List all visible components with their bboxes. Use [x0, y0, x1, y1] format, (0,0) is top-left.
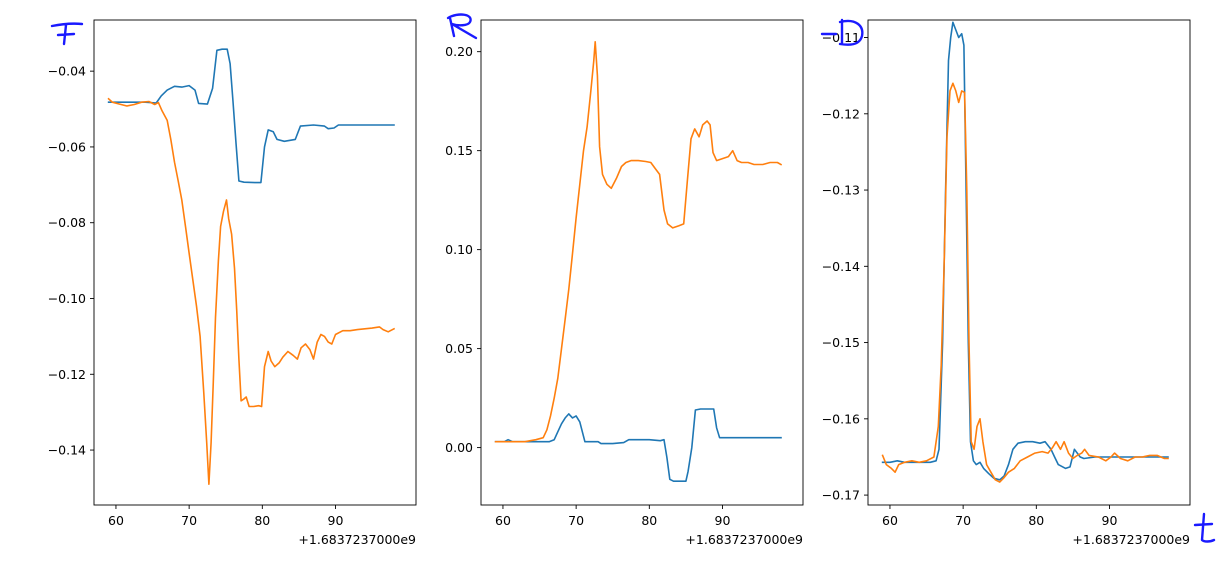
series-line-1-r — [494, 408, 782, 482]
series-line-2-f — [107, 97, 396, 485]
x-offset-label: +1.6837237000e9 — [1072, 532, 1190, 547]
y-tick-label: −0.16 — [822, 411, 860, 426]
chart-panel-r: 60 70 80 90 0.00 0.05 0.10 0.15 0.20 +1.683723700… — [445, 19, 804, 547]
x-tick-label: 60 — [108, 513, 124, 528]
x-tick-label: 70 — [955, 513, 971, 528]
y-tick-label: −0.14 — [48, 443, 86, 458]
x-tick-label: 80 — [254, 513, 270, 528]
x-tick-label: 80 — [1028, 513, 1044, 528]
x-offset-label: +1.6837237000e9 — [298, 532, 416, 547]
plot-frame-d — [867, 19, 1191, 506]
x-tick-label: 70 — [181, 513, 197, 528]
x-offset-label: +1.6837237000e9 — [685, 532, 803, 547]
x-tick-label: 90 — [328, 513, 344, 528]
y-tick-label: −0.10 — [48, 291, 86, 306]
y-tick-label: 0.00 — [445, 440, 473, 455]
series-line-1-d — [881, 21, 1169, 481]
handwritten-label-r — [446, 13, 478, 40]
x-tick-label: 90 — [1102, 513, 1118, 528]
y-tick-label: 0.05 — [445, 341, 473, 356]
y-tick-label: −0.17 — [822, 488, 860, 503]
x-tick-label: 70 — [568, 513, 584, 528]
y-tick-label: −0.15 — [822, 335, 860, 350]
y-tick-label: 0.15 — [445, 143, 473, 158]
x-tick-label: 60 — [495, 513, 511, 528]
y-tick-label: −0.06 — [48, 139, 86, 154]
y-tick-label: −0.13 — [822, 183, 860, 198]
y-tick-label: −0.12 — [48, 367, 86, 382]
series-line-2-d — [881, 82, 1169, 483]
plot-frame-r — [480, 19, 804, 506]
handwritten-label-t — [1193, 512, 1216, 543]
y-tick-label: 0.10 — [445, 242, 473, 257]
series-line-2-r — [494, 41, 783, 443]
y-tick-label: −0.14 — [822, 259, 860, 274]
y-tick-label: −0.04 — [48, 64, 86, 79]
handwritten-label-minus-d — [820, 18, 864, 46]
series-line-1-f — [107, 48, 395, 184]
y-tick-label: 0.20 — [445, 44, 473, 59]
x-tick-label: 80 — [641, 513, 657, 528]
plot-frame-f — [93, 19, 417, 506]
x-tick-label: 60 — [882, 513, 898, 528]
x-tick-label: 90 — [715, 513, 731, 528]
y-tick-label: −0.08 — [48, 215, 86, 230]
chart-panel-f: 60 70 80 90 −0.14 −0.12 −0.10 −0.08 −0.06 −0.04 +1… — [48, 19, 417, 547]
y-tick-label: −0.12 — [822, 106, 860, 121]
handwritten-label-f — [50, 22, 84, 46]
